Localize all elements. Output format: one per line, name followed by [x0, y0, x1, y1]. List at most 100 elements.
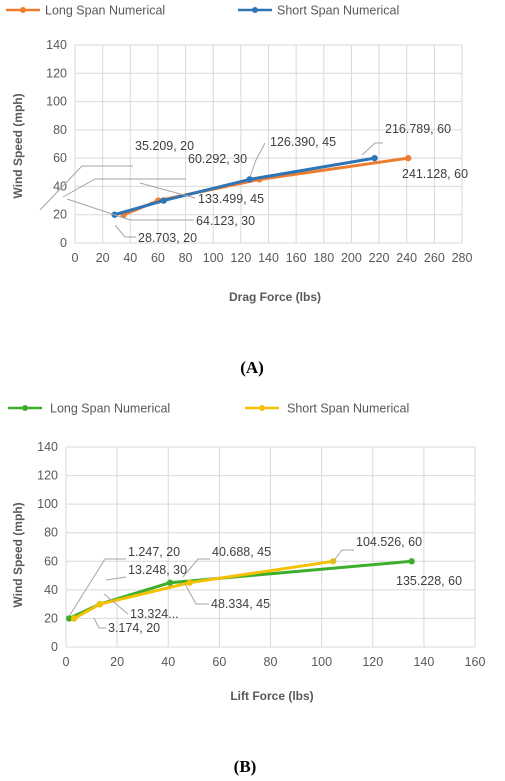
data-label: 28.703, 20: [138, 231, 197, 245]
data-label: 13.324...: [130, 607, 179, 621]
y-tick-label: 80: [53, 123, 67, 137]
data-point: [186, 579, 193, 586]
x-tick-label: 260: [424, 251, 445, 265]
x-tick-label: 200: [341, 251, 362, 265]
data-label: 48.334, 45: [211, 597, 270, 611]
data-label: 64.123, 30: [196, 214, 255, 228]
legend-item: Long Span Numerical: [6, 4, 165, 18]
x-tick-label: 0: [72, 251, 79, 265]
figure-caption: (A): [240, 358, 264, 377]
data-point: [405, 154, 412, 162]
x-axis-title: Lift Force (lbs): [230, 689, 313, 703]
legend-item: Short Span Numerical: [245, 402, 409, 416]
x-tick-label: 140: [413, 655, 434, 669]
legend-label: Long Span Numerical: [50, 402, 170, 416]
legend-label: Long Span Numerical: [45, 4, 165, 18]
data-label: 35.209, 20: [135, 139, 194, 153]
leader-line: [182, 558, 210, 578]
data-label: 135.228, 60: [396, 574, 462, 588]
x-tick-label: 100: [203, 251, 224, 265]
x-tick-label: 60: [212, 655, 226, 669]
x-tick-label: 60: [151, 251, 165, 265]
y-axis-title: Wind Speed (mph): [11, 93, 25, 198]
gridlines: [65, 446, 476, 648]
gridlines: [74, 44, 463, 244]
legend-label: Short Span Numerical: [287, 402, 409, 416]
y-tick-label: 80: [44, 526, 58, 540]
data-point: [70, 615, 78, 622]
legend-marker: [22, 405, 28, 411]
figure-caption: (B): [234, 757, 257, 776]
y-axis-title: Wind Speed (mph): [11, 502, 25, 607]
data-label: 104.526, 60: [356, 535, 422, 549]
y-tick-label: 100: [46, 95, 67, 109]
data-label: 40.688, 45: [212, 545, 271, 559]
y-tick-label: 120: [46, 66, 67, 80]
series-line: [113, 156, 377, 217]
data-label: 3.174, 20: [108, 621, 160, 635]
y-tick-label: 120: [37, 469, 58, 483]
legend-marker: [20, 7, 26, 13]
y-tick-label: 40: [53, 179, 67, 193]
chart-a: 0 20 40 60 80 100 120 140 160 180 200 220 240 260 280 0…: [6, 4, 473, 377]
y-tick-label: 0: [60, 236, 67, 250]
data-label: 126.390, 45: [270, 135, 336, 149]
series-short-span-numerical: [70, 558, 337, 622]
data-label: 1.247, 20: [128, 545, 180, 559]
x-axis-title: Drag Force (lbs): [229, 290, 321, 304]
legend-label: Short Span Numerical: [277, 4, 399, 18]
data-label: 13.248, 30: [128, 563, 187, 577]
series-short-span-numerical: [111, 154, 378, 218]
data-point: [246, 176, 253, 183]
y-tick-label: 100: [37, 497, 58, 511]
data-point: [65, 615, 73, 622]
data-point: [408, 558, 415, 565]
legend-item: Short Span Numerical: [238, 4, 399, 18]
y-tick-label: 60: [44, 554, 58, 568]
x-tick-label: 220: [369, 251, 390, 265]
chart-b: 0 20 40 60 80 100 120 140 160 0 20 40 60 80 100 120 140 L…: [8, 402, 486, 776]
y-tick-label: 140: [37, 440, 58, 454]
data-label: 60.292, 30: [188, 152, 247, 166]
y-tick-label: 20: [44, 611, 58, 625]
series-line: [72, 559, 335, 620]
leader-line: [93, 617, 106, 629]
x-tick-label: 100: [311, 655, 332, 669]
y-tick-label: 20: [53, 208, 67, 222]
leader-line: [184, 583, 209, 605]
x-tick-label: 120: [230, 251, 251, 265]
leader-line: [103, 593, 129, 615]
leader-line: [249, 142, 266, 178]
x-tick-label: 280: [452, 251, 473, 265]
data-label: 216.789, 60: [385, 122, 451, 136]
x-tick-label: 20: [96, 251, 110, 265]
x-tick-label: 140: [258, 251, 279, 265]
leader-line: [39, 165, 133, 211]
data-label: 241.128, 60: [402, 167, 468, 181]
x-tick-label: 180: [313, 251, 334, 265]
x-tick-label: 80: [264, 655, 278, 669]
data-label: 133.499, 45: [198, 192, 264, 206]
x-tick-label: 120: [362, 655, 383, 669]
x-tick-label: 0: [63, 655, 70, 669]
data-point: [166, 579, 174, 586]
leader-line: [331, 549, 354, 564]
data-point: [371, 154, 378, 162]
leader-line: [62, 178, 186, 198]
legend-marker: [252, 7, 258, 13]
x-tick-label: 40: [161, 655, 175, 669]
y-tick-label: 40: [44, 583, 58, 597]
data-point: [96, 600, 104, 608]
x-tick-label: 240: [396, 251, 417, 265]
y-tick-label: 0: [51, 640, 58, 654]
x-tick-label: 20: [110, 655, 124, 669]
x-tick-label: 160: [286, 251, 307, 265]
data-point: [160, 197, 167, 204]
legend-marker: [259, 405, 265, 411]
leader-line: [139, 182, 196, 199]
leader-line: [69, 558, 126, 616]
leader-line: [361, 142, 383, 156]
x-tick-label: 160: [465, 655, 486, 669]
legend-item: Long Span Numerical: [8, 402, 170, 416]
